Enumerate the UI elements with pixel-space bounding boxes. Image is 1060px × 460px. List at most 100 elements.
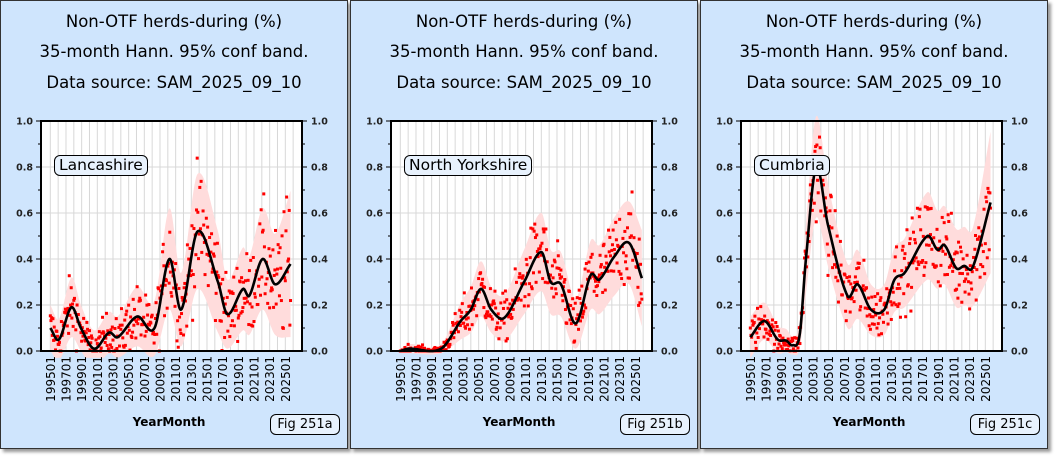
data-point (191, 318, 195, 322)
data-point (958, 271, 962, 275)
data-point (818, 135, 822, 139)
data-point (929, 206, 933, 210)
data-point (569, 322, 573, 326)
data-point (913, 238, 917, 242)
data-point (456, 330, 460, 334)
data-point (776, 329, 780, 333)
data-point (194, 253, 198, 257)
data-point (152, 341, 156, 345)
data-point (49, 319, 53, 323)
data-point (67, 274, 71, 278)
data-point (267, 247, 271, 251)
data-point (198, 185, 202, 189)
data-point (941, 249, 945, 253)
data-point (565, 321, 569, 325)
data-point (232, 275, 236, 279)
region-label: Cumbria (754, 155, 830, 176)
data-point (586, 269, 590, 273)
data-point (956, 296, 960, 300)
data-point (897, 302, 901, 306)
data-point (611, 228, 615, 232)
data-point (537, 270, 541, 274)
x-tick-label: 200701 (838, 356, 852, 402)
data-point (977, 235, 981, 239)
panel-north-yorkshire: Non-OTF herds-during (%) 35-month Hann. … (350, 0, 698, 449)
data-point (109, 328, 113, 332)
data-point (571, 307, 575, 311)
y-tick-label-right: 0.6 (661, 209, 678, 220)
data-point (818, 146, 822, 150)
data-point (493, 289, 497, 293)
x-tick-label: 199701 (59, 356, 73, 402)
data-point (592, 289, 596, 293)
data-point (477, 277, 481, 281)
data-point (509, 312, 513, 316)
data-point (505, 298, 509, 302)
data-point (763, 314, 767, 318)
data-point (905, 228, 909, 232)
data-point (754, 346, 758, 350)
data-point (573, 339, 577, 343)
data-point (876, 322, 880, 326)
data-point (943, 273, 947, 277)
data-point (578, 297, 582, 301)
data-point (195, 156, 199, 160)
data-point (202, 223, 206, 227)
data-point (281, 326, 285, 330)
data-point (462, 321, 466, 325)
data-point (947, 265, 951, 269)
data-point (826, 273, 830, 277)
data-point (960, 300, 964, 304)
data-point (532, 229, 536, 233)
data-point (979, 263, 983, 267)
data-point (814, 145, 818, 149)
data-point (983, 272, 987, 276)
x-tick-label: 201901 (232, 356, 246, 402)
data-source: Data source: SAM_2025_09_10 (46, 73, 302, 92)
data-point (834, 265, 838, 269)
data-point (857, 261, 861, 265)
data-point (210, 270, 214, 274)
data-point (879, 296, 883, 300)
data-point (238, 280, 242, 284)
y-tick-label-right: 1.0 (311, 117, 328, 128)
x-tick-label: 200901 (853, 356, 867, 402)
data-point (127, 303, 131, 307)
data-point (133, 318, 137, 322)
y-tick-label-left: 0.4 (716, 255, 733, 266)
data-point (196, 257, 200, 261)
data-point (134, 336, 138, 340)
data-point (212, 252, 216, 256)
data-point (257, 284, 261, 288)
data-point (453, 312, 457, 316)
data-point (520, 276, 524, 280)
y-tick-label-right: 0.4 (1011, 255, 1028, 266)
data-point (862, 258, 866, 262)
data-point (977, 226, 981, 230)
data-point (234, 304, 238, 308)
data-point (209, 250, 213, 254)
data-point (609, 254, 613, 258)
data-point (925, 206, 929, 210)
data-point (131, 330, 135, 334)
data-point (231, 291, 235, 295)
data-point (48, 314, 52, 318)
data-point (176, 345, 180, 349)
data-point (248, 302, 252, 306)
data-point (162, 264, 166, 268)
x-tick-label: 200701 (138, 356, 152, 402)
data-point (575, 296, 579, 300)
data-point (180, 312, 184, 316)
data-point (567, 289, 571, 293)
data-point (853, 281, 857, 285)
data-point (529, 226, 533, 230)
data-point (257, 277, 261, 281)
plot-area: 0.0 0.0 0.2 0.2 0.4 0.4 0.6 0.6 0.8 0.8 1.0 1.0 1995… (716, 115, 1028, 402)
data-point (577, 288, 581, 292)
x-tick-label: 199701 (759, 356, 773, 402)
data-point (635, 252, 639, 256)
x-tick-label: 200101 (441, 356, 455, 402)
data-point (138, 296, 142, 300)
data-point (523, 295, 527, 299)
data-point (617, 269, 621, 273)
